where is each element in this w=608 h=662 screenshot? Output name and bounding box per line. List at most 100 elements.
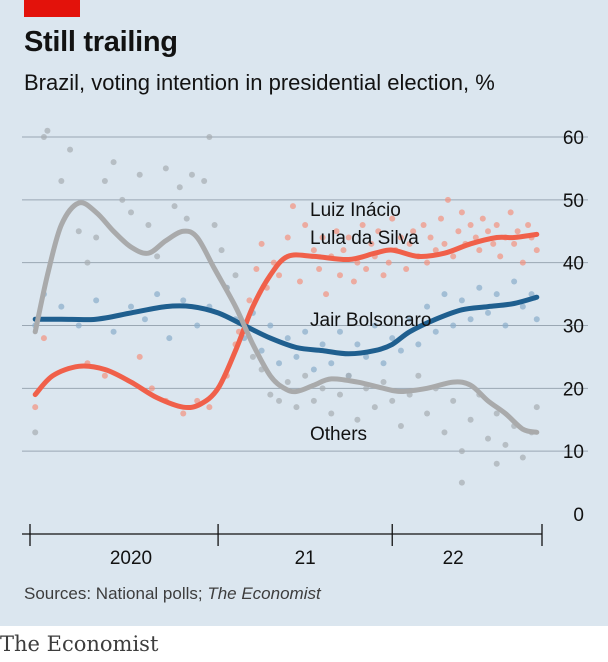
- others-poll-dot: [119, 196, 126, 203]
- others-poll-dot: [67, 146, 74, 153]
- others-poll-dot: [519, 454, 526, 461]
- others-poll-dot: [533, 404, 540, 411]
- source-text: Sources: National polls;: [24, 584, 208, 603]
- bolsonaro-poll-dot: [319, 341, 326, 348]
- bolsonaro-poll-dot: [363, 353, 370, 360]
- bolsonaro-poll-dot: [397, 347, 404, 354]
- others-trend-line: [32, 200, 540, 435]
- lula-poll-dot: [467, 221, 474, 228]
- x-tick-label-22: 22: [443, 548, 464, 569]
- bolsonaro-poll-dot: [58, 303, 65, 310]
- lula-poll-dot: [323, 291, 330, 298]
- bolsonaro-poll-dot: [476, 284, 483, 291]
- lula-poll-dot: [403, 265, 410, 272]
- bolsonaro-poll-dot: [415, 341, 422, 348]
- lula-poll-dot: [455, 228, 462, 235]
- chart-svg: 0 10 20 30 40 50 60 2020 21 22 Luiz Inácio Lula da…: [22, 127, 588, 569]
- lula-poll-dot: [450, 253, 457, 260]
- others-poll-dot: [415, 372, 422, 379]
- bolsonaro-poll-dot: [276, 360, 283, 367]
- lula-poll-dot: [310, 247, 317, 254]
- lula-poll-dot: [420, 221, 427, 228]
- lula-poll-dot: [136, 353, 143, 360]
- lula-poll-dot: [380, 272, 387, 279]
- bolsonaro-poll-dot: [533, 316, 540, 323]
- others-poll-dot: [485, 435, 492, 442]
- bolsonaro-poll-dot: [128, 303, 135, 310]
- lula-poll-dot: [441, 240, 448, 247]
- others-poll-dot: [32, 429, 39, 436]
- lula-poll-dot: [345, 234, 352, 241]
- others-poll-dot: [458, 448, 465, 455]
- others-poll-dot: [211, 221, 218, 228]
- others-poll-dot: [162, 165, 169, 172]
- bolsonaro-poll-dot: [302, 328, 309, 335]
- others-poll-dot: [493, 460, 500, 467]
- lula-poll-dot: [284, 234, 291, 241]
- lula-poll-dot: [296, 278, 303, 285]
- others-poll-dot: [293, 404, 300, 411]
- others-poll-dot: [458, 479, 465, 486]
- lula-poll-dot: [101, 372, 108, 379]
- lula-poll-dot: [514, 228, 521, 235]
- bolsonaro-poll-dot: [141, 316, 148, 323]
- others-poll-dot: [171, 203, 178, 210]
- bolsonaro-poll-dot: [502, 322, 509, 329]
- others-poll-dot: [371, 404, 378, 411]
- lula-poll-dot: [406, 240, 413, 247]
- others-poll-dot: [93, 234, 100, 241]
- bolsonaro-poll-dot: [110, 328, 117, 335]
- others-poll-dot: [276, 397, 283, 404]
- others-poll-dot: [302, 372, 309, 379]
- lula-trend-line: [32, 231, 540, 411]
- y-tick-label-60: 60: [563, 128, 584, 149]
- others-poll-dot: [84, 259, 91, 266]
- bolsonaro-poll-dot: [328, 360, 335, 367]
- chart-subtitle: Brazil, voting intention in presidential…: [24, 70, 495, 95]
- y-tick-label-10: 10: [563, 442, 584, 463]
- bolsonaro-poll-dot: [450, 322, 457, 329]
- lula-poll-dot: [289, 203, 296, 210]
- lula-poll-dot: [350, 278, 357, 285]
- others-poll-dot: [128, 209, 135, 216]
- others-poll-dot: [145, 221, 152, 228]
- bolsonaro-poll-dot: [389, 335, 396, 342]
- bolsonaro-poll-dot: [493, 291, 500, 298]
- brand-red-tab: [24, 0, 80, 17]
- source-italic: The Economist: [207, 584, 321, 603]
- lula-poll-dot: [389, 215, 396, 222]
- others-poll-dot: [345, 372, 352, 379]
- others-poll-dot: [40, 134, 47, 140]
- lula-series-label: Lula da Silva: [310, 228, 419, 249]
- chart-panel: [0, 0, 608, 626]
- lula-poll-dot: [253, 265, 260, 272]
- y-tick-label-20: 20: [563, 379, 584, 400]
- lula-poll-dot: [40, 335, 47, 342]
- lula-poll-dot: [476, 247, 483, 254]
- bolsonaro-poll-dot: [511, 278, 518, 285]
- others-poll-dot: [267, 391, 274, 398]
- others-poll-dot: [176, 184, 183, 191]
- bolsonaro-poll-dot: [485, 309, 492, 316]
- lula-poll-dot: [319, 234, 326, 241]
- lula-poll-dot: [525, 221, 532, 228]
- lula-poll-dot: [472, 234, 479, 241]
- bolsonaro-poll-dot: [293, 353, 300, 360]
- others-poll-dot: [58, 177, 65, 184]
- bolsonaro-poll-dot: [467, 316, 474, 323]
- others-poll-dot: [218, 247, 225, 254]
- y-tick-label-0: 0: [573, 505, 584, 526]
- others-poll-dot: [154, 253, 161, 260]
- bolsonaro-poll-dot: [258, 347, 265, 354]
- lula-poll-dot: [424, 259, 431, 266]
- labels-layer: Luiz Inácio Lula da Silva Jair Bolsonaro Ot…: [310, 200, 431, 445]
- lula-poll-dot: [479, 215, 486, 222]
- others-poll-dot: [110, 159, 117, 166]
- lula-poll-dot: [32, 404, 39, 411]
- others-poll-dot: [319, 385, 326, 392]
- bolsonaro-poll-dot: [441, 291, 448, 298]
- lula-poll-dot: [458, 209, 465, 216]
- lula-poll-dot: [485, 228, 492, 235]
- others-poll-dot: [75, 228, 82, 235]
- bolsonaro-poll-dot: [154, 291, 161, 298]
